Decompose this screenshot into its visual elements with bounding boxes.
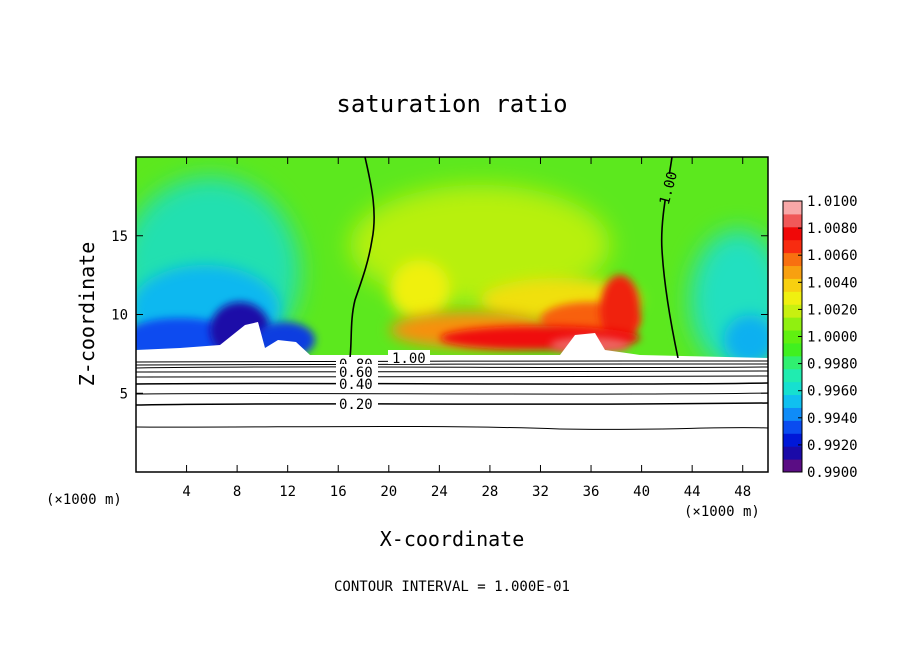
x-unit-right: (×1000 m) [684, 504, 760, 520]
colorbar-band-9 [783, 342, 802, 357]
colorbar-band-2 [783, 433, 802, 447]
x-tick-label-6: 28 [481, 484, 498, 500]
y-tick-label-2: 15 [111, 229, 128, 245]
colorbar-band-15 [783, 265, 802, 279]
x-tick-label-11: 48 [734, 484, 751, 500]
x-tick-label-3: 16 [330, 484, 347, 500]
contour-label-0-20: 0.20 [339, 397, 373, 413]
colorbar-label-7: 0.9960 [807, 384, 858, 400]
colorbar-label-0: 1.0100 [807, 194, 858, 210]
colorbar-band-13 [783, 291, 802, 305]
y-tick-label-1: 10 [111, 308, 128, 324]
contour-label-1-00: 1.00 [392, 351, 426, 367]
colorbar-label-4: 1.0020 [807, 302, 858, 318]
chart-title: saturation ratio [336, 90, 567, 118]
x-tick-label-1: 8 [233, 484, 241, 500]
colorbar-band-18 [783, 226, 802, 241]
x-tick-label-10: 44 [684, 484, 701, 500]
colorbar-band-5 [783, 394, 802, 408]
colorbar-band-3 [783, 420, 802, 434]
x-tick-label-9: 40 [633, 484, 650, 500]
colorbar-band-12 [783, 304, 802, 318]
colorbar-band-1 [783, 446, 802, 460]
x-tick-label-4: 20 [380, 484, 397, 500]
contour-labels: 1.00 1.00 0.80 0.60 0.40 0.20 [336, 169, 684, 413]
x-axis: 4 8 12 16 20 24 28 32 36 40 44 48 [182, 157, 751, 500]
colorbar-band-6 [783, 381, 802, 396]
colorbar-label-1: 1.0080 [807, 221, 858, 237]
colorbar-label-10: 0.9900 [807, 465, 858, 481]
heatmap-field [136, 157, 768, 358]
colorbar-band-4 [783, 407, 802, 421]
colorbar-label-6: 0.9980 [807, 357, 858, 373]
colorbar-band-14 [783, 278, 802, 292]
colorbar-band-16 [783, 252, 802, 267]
x-axis-title: X-coordinate [380, 527, 525, 551]
colorbar: 1.0100 1.0080 1.0060 1.0040 1.0020 1.0000 0.99… [782, 194, 858, 481]
x-tick-label-0: 4 [182, 484, 190, 500]
colorbar-label-8: 0.9940 [807, 411, 858, 427]
x-tick-label-8: 36 [583, 484, 600, 500]
colorbar-band-10 [783, 330, 802, 344]
contour-label-0-40: 0.40 [339, 377, 373, 393]
y-axis: 5 10 15 [111, 229, 768, 402]
x-tick-label-2: 12 [279, 484, 296, 500]
y-tick-label-0: 5 [120, 386, 128, 402]
x-unit-left: (×1000 m) [46, 492, 122, 508]
colorbar-band-17 [783, 239, 802, 254]
colorbar-band-19 [783, 213, 802, 228]
lower-contours [135, 360, 769, 430]
y-axis-title: Z-coordinate [75, 242, 99, 387]
colorbar-label-9: 0.9920 [807, 438, 858, 454]
colorbar-band-11 [783, 317, 802, 331]
x-tick-label-7: 32 [532, 484, 549, 500]
x-tick-label-5: 24 [431, 484, 448, 500]
colorbar-label-3: 1.0040 [807, 275, 858, 291]
colorbar-band-8 [783, 355, 802, 370]
colorbar-band-20 [783, 201, 802, 215]
colorbar-band-7 [783, 368, 802, 383]
colorbar-label-2: 1.0060 [807, 248, 858, 264]
contour-interval-note: CONTOUR INTERVAL = 1.000E-01 [334, 579, 570, 595]
colorbar-label-5: 1.0000 [807, 330, 858, 346]
colorbar-band-0 [783, 459, 802, 473]
